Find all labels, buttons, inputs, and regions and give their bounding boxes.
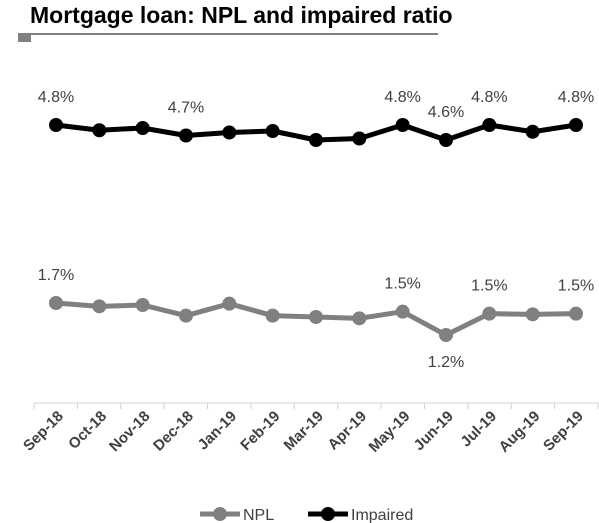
- data-point: [309, 133, 323, 147]
- x-tick-label: Oct-18: [65, 408, 110, 453]
- data-label: 1.7%: [38, 267, 74, 284]
- data-point: [352, 311, 367, 326]
- data-label: 4.8%: [384, 89, 420, 106]
- data-point: [569, 306, 583, 321]
- data-point: [92, 299, 107, 314]
- x-tick-label: May-19: [366, 408, 414, 456]
- series-layer: 1.7%1.5%1.2%1.5% 1.5%4.8%4.7%4.8%4.6%4.8%…: [38, 89, 594, 371]
- data-point: [482, 306, 497, 321]
- data-point: [395, 118, 410, 132]
- x-tick-label: Apr-19: [325, 408, 371, 454]
- chart-title: Mortgage loan: NPL and impaired ratio: [30, 2, 453, 28]
- x-tick-label: Aug-19: [496, 408, 544, 456]
- data-point: [439, 328, 453, 343]
- legend-label: NPL: [243, 507, 274, 523]
- x-axis: Sep-18Oct-18Nov-18Dec-18Jan-19Feb-19Mar-…: [20, 402, 599, 456]
- data-point: [135, 121, 150, 135]
- legend-swatch-marker: [321, 507, 335, 521]
- data-label: 1.5%: [471, 278, 507, 295]
- legend-item-impaired: Impaired: [308, 507, 413, 523]
- x-tick-label: Feb-19: [237, 408, 283, 454]
- data-label: 4.6%: [428, 104, 464, 121]
- data-point: [265, 124, 280, 138]
- data-label: 4.8%: [38, 89, 74, 106]
- data-point: [135, 298, 150, 313]
- data-point: [352, 131, 367, 146]
- title-accent-marker: [18, 33, 31, 42]
- data-label: 1.5%: [384, 276, 420, 293]
- x-tick-label: Jul-19: [457, 408, 500, 451]
- x-tick-label: Mar-19: [281, 408, 327, 454]
- legend: NPL Impaired: [200, 507, 413, 523]
- data-point: [395, 304, 410, 319]
- data-point: [49, 118, 63, 132]
- data-point: [482, 118, 497, 132]
- x-tick-label: Jan-19: [195, 408, 241, 454]
- x-tick-label: Nov-18: [106, 408, 153, 455]
- data-point: [569, 118, 583, 132]
- x-tick-label: Sep-19: [540, 408, 587, 455]
- data-point: [525, 124, 540, 139]
- data-point: [179, 128, 193, 143]
- data-label: 4.8%: [558, 89, 594, 106]
- data-label: 4.7%: [168, 100, 204, 117]
- x-tick-label: Jun-19: [411, 408, 457, 454]
- data-point: [92, 123, 107, 138]
- data-point: [222, 125, 237, 140]
- title-underline: [30, 33, 438, 35]
- legend-label: Impaired: [351, 507, 413, 523]
- data-point: [179, 308, 193, 323]
- legend-swatch-marker: [213, 507, 227, 521]
- data-label: 1.5%: [558, 278, 594, 295]
- data-point: [309, 310, 323, 325]
- x-tick-label: Dec-18: [150, 408, 197, 455]
- data-point: [222, 296, 237, 311]
- data-point: [525, 307, 540, 322]
- legend-item-npl: NPL: [200, 507, 274, 523]
- data-label: 4.8%: [471, 89, 507, 106]
- series-npl: 1.7% 1.5% 1.2% 1.5% 1.5%: [38, 267, 594, 371]
- data-label: 1.2%: [428, 354, 464, 371]
- data-point: [439, 133, 453, 147]
- data-point: [265, 308, 280, 323]
- data-point: [49, 296, 63, 310]
- x-tick-label: Sep-18: [20, 408, 67, 455]
- series-impaired: 4.8% 4.7% 4.8% 4.6% 4.8% 4.8%: [38, 89, 594, 147]
